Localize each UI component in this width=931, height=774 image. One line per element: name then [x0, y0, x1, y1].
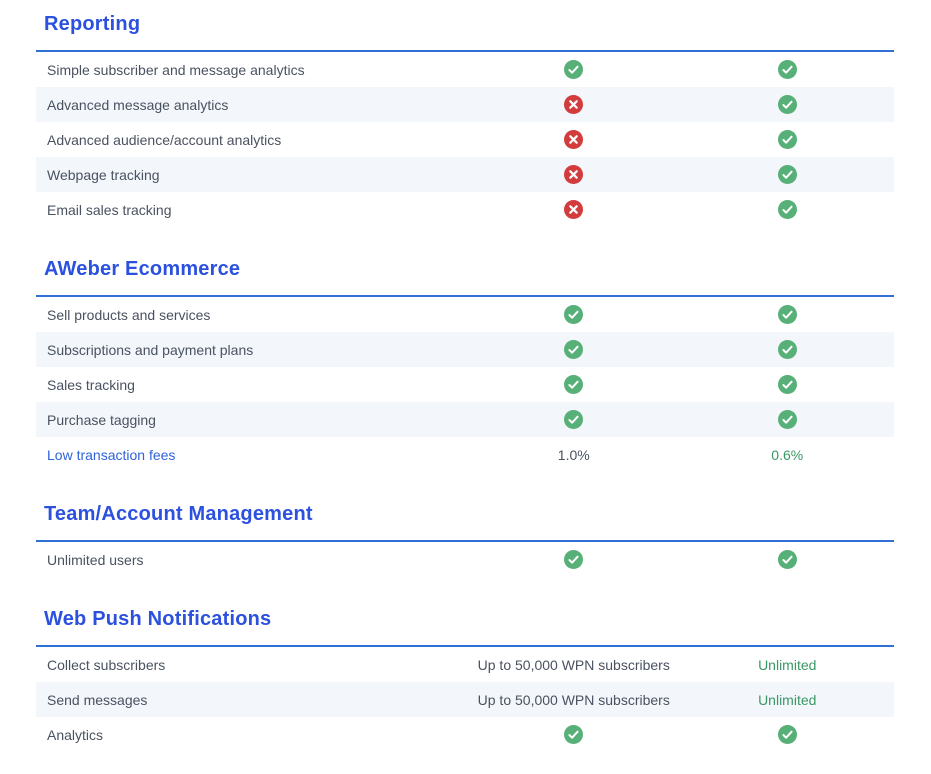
plan2-value-cell [681, 200, 895, 219]
check-icon [564, 305, 584, 324]
plan2-value-cell: 0.6% [771, 446, 804, 463]
check-icon [777, 305, 797, 324]
check-icon [777, 410, 797, 429]
section-title-team-account-management: Team/Account Management [44, 503, 313, 525]
section-header: Team/Account Management [36, 502, 894, 542]
feature-row: Advanced audience/account analytics [36, 122, 894, 157]
plan2-value-cell [681, 60, 895, 79]
check-icon [777, 95, 797, 114]
check-icon [564, 725, 584, 744]
feature-label: Email sales tracking [47, 201, 172, 218]
feature-row: Email sales tracking [36, 192, 894, 227]
plan2-value-cell [681, 410, 895, 429]
plan2-value-cell [681, 375, 895, 394]
plan1-value-cell [467, 165, 681, 184]
check-icon [777, 165, 797, 184]
section-aweber-ecommerce: AWeber Ecommerce Sell products and servi… [36, 257, 894, 472]
feature-label: Send messages [47, 691, 148, 708]
check-icon [777, 375, 797, 394]
feature-label: Unlimited users [47, 551, 144, 568]
plan1-value-cell [467, 130, 681, 149]
feature-row: Purchase tagging [36, 402, 894, 437]
plan1-value-cell [467, 410, 681, 429]
feature-row: Sell products and services [36, 297, 894, 332]
section-header: Reporting [36, 12, 894, 52]
section-title-web-push-notifications: Web Push Notifications [44, 608, 272, 630]
plan2-value-cell [681, 305, 895, 324]
check-icon [777, 60, 797, 79]
section-title-reporting: Reporting [44, 13, 141, 35]
feature-label: Advanced message analytics [47, 96, 229, 113]
section-header: Web Push Notifications [36, 607, 894, 647]
check-icon [564, 375, 584, 394]
feature-row: Analytics [36, 717, 894, 752]
plan2-value-cell: Unlimited [758, 656, 817, 673]
low-transaction-fees-link[interactable]: Low transaction fees [47, 446, 176, 463]
plan1-value-cell [467, 200, 681, 219]
feature-label: Advanced audience/account analytics [47, 131, 282, 148]
plan1-value-cell: 1.0% [557, 446, 590, 463]
section-team-account-management: Team/Account Management Unlimited users [36, 502, 894, 577]
feature-comparison-table: Reporting Simple subscriber and message … [0, 12, 931, 752]
cross-icon [564, 165, 584, 184]
feature-row: Low transaction fees 1.0% 0.6% [36, 437, 894, 472]
plan1-value-cell [467, 550, 681, 569]
feature-label: Sell products and services [47, 306, 211, 323]
plan1-value-cell [467, 725, 681, 744]
feature-label: Sales tracking [47, 376, 135, 393]
check-icon [777, 725, 797, 744]
cross-icon [564, 200, 584, 219]
feature-row: Subscriptions and payment plans [36, 332, 894, 367]
feature-label: Collect subscribers [47, 656, 166, 673]
feature-row: Sales tracking [36, 367, 894, 402]
check-icon [564, 410, 584, 429]
plan2-value-cell [681, 725, 895, 744]
feature-label: Subscriptions and payment plans [47, 341, 254, 358]
check-icon [564, 340, 584, 359]
check-icon [777, 130, 797, 149]
feature-label: Simple subscriber and message analytics [47, 61, 305, 78]
feature-label: Purchase tagging [47, 411, 156, 428]
plan1-value-cell [467, 95, 681, 114]
check-icon [777, 200, 797, 219]
feature-row: Advanced message analytics [36, 87, 894, 122]
feature-label: Webpage tracking [47, 166, 160, 183]
plan1-value-cell: Up to 50,000 WPN subscribers [477, 656, 670, 673]
cross-icon [564, 130, 584, 149]
feature-row: Unlimited users [36, 542, 894, 577]
plan1-value-cell [467, 340, 681, 359]
section-web-push-notifications: Web Push Notifications Collect subscribe… [36, 607, 894, 752]
plan2-value-cell [681, 95, 895, 114]
feature-row: Simple subscriber and message analytics [36, 52, 894, 87]
plan2-value-cell [681, 130, 895, 149]
check-icon [777, 550, 797, 569]
check-icon [777, 340, 797, 359]
plan2-value-cell: Unlimited [758, 691, 817, 708]
plan2-value-cell [681, 165, 895, 184]
feature-row: Webpage tracking [36, 157, 894, 192]
feature-row: Send messages Up to 50,000 WPN subscribe… [36, 682, 894, 717]
check-icon [564, 550, 584, 569]
section-title-aweber-ecommerce: AWeber Ecommerce [44, 258, 241, 280]
check-icon [564, 60, 584, 79]
section-header: AWeber Ecommerce [36, 257, 894, 297]
plan1-value-cell [467, 60, 681, 79]
plan1-value-cell: Up to 50,000 WPN subscribers [477, 691, 670, 708]
plan1-value-cell [467, 305, 681, 324]
plan2-value-cell [681, 340, 895, 359]
plan1-value-cell [467, 375, 681, 394]
section-reporting: Reporting Simple subscriber and message … [36, 12, 894, 227]
feature-row: Collect subscribers Up to 50,000 WPN sub… [36, 647, 894, 682]
plan2-value-cell [681, 550, 895, 569]
cross-icon [564, 95, 584, 114]
feature-label: Analytics [47, 726, 104, 743]
